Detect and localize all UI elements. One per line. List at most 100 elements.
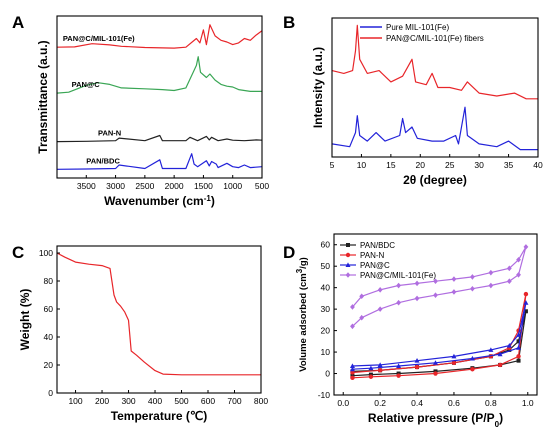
x-tick-label-b-2: 15 <box>386 160 396 170</box>
marker-d-1-1 <box>368 374 374 379</box>
x-tick-label-c-5: 600 <box>201 396 215 406</box>
marker-d-3-3 <box>396 299 401 306</box>
x-tick-label-c-2: 300 <box>121 396 135 406</box>
x-tick-label-d-2: 0.4 <box>411 398 423 408</box>
series-label-a-1: PAN@C <box>72 80 101 89</box>
marker-d-2-8 <box>516 332 522 337</box>
y-tick-label-c-4: 80 <box>44 276 54 286</box>
marker-d-1-7 <box>523 291 529 297</box>
panel-label-a: A <box>12 13 24 32</box>
x-tick-label-b-6: 35 <box>504 160 514 170</box>
y-axis-label-a: Transmittance (a.u.) <box>36 40 50 153</box>
x-tick-label-d-4: 0.8 <box>485 398 497 408</box>
marker-d-3-14 <box>488 269 494 276</box>
x-tick-label-c-0: 100 <box>68 396 82 406</box>
x-axis-label-b-part: 2θ (degree) <box>403 173 467 187</box>
y-tick-label-c-3: 60 <box>44 304 54 314</box>
y-tick-label-d-4: 30 <box>321 304 331 314</box>
y-axis-label-b-part: Intensity (a.u.) <box>311 47 325 128</box>
marker-d-2-12 <box>414 358 420 363</box>
marker-d-3-2 <box>377 306 383 312</box>
x-tick-label-a-4: 1500 <box>194 181 213 191</box>
legend-label-b-0: Pure MIL-101(Fe) <box>386 23 449 32</box>
legend-label-d-0: PAN/BDC <box>360 241 395 250</box>
series-label-a-2: PAN-N <box>98 129 121 138</box>
marker-d-3-0 <box>350 323 355 330</box>
x-tick-label-d-5: 1.0 <box>522 398 534 408</box>
y-axis-label-d: Volume adsorbed (cm3/g) <box>295 257 310 372</box>
series-line-b-0 <box>331 106 538 151</box>
series-line-d-2 <box>352 302 527 370</box>
marker-d-3-21 <box>359 293 365 300</box>
x-tick-label-a-1: 3000 <box>106 181 125 191</box>
plot-frame-a <box>56 15 263 179</box>
marker-d-1-14 <box>350 370 355 375</box>
series-label-a-0: PAN@C/MIL-101(Fe) <box>63 34 135 43</box>
series-line-c-0 <box>56 252 261 376</box>
series-line-a-0 <box>56 24 263 49</box>
legend-label-b-1: PAN@C/MIL-101(Fe) fibers <box>386 34 484 43</box>
x-tick-label-d-1: 0.2 <box>374 398 386 408</box>
y-axis-label-a-part: Transmittance (a.u.) <box>36 40 50 153</box>
marker-d-1-2 <box>396 373 401 378</box>
y-tick-label-c-1: 20 <box>44 360 54 370</box>
series-line-b-1 <box>331 24 538 100</box>
x-tick-label-d-3: 0.6 <box>448 398 460 408</box>
plot-frame-b <box>331 17 539 158</box>
y-tick-label-d-3: 20 <box>321 326 331 336</box>
marker-d-3-9 <box>506 278 512 285</box>
y-axis-label-b: Intensity (a.u.) <box>311 47 325 128</box>
marker-d-1-4 <box>470 367 475 372</box>
y-axis-label-c-part: Weight (%) <box>18 289 32 351</box>
panel-label-b: B <box>283 13 295 32</box>
x-tick-label-a-2: 2500 <box>135 181 154 191</box>
x-axis-label-d-part: Relative pressure (P/P <box>368 411 495 425</box>
marker-d-0-6 <box>516 358 521 363</box>
marker-d-0-8 <box>516 339 521 344</box>
marker-d-1-12 <box>414 364 420 370</box>
y-tick-label-d-1: 0 <box>325 369 330 379</box>
legend-label-d-3: PAN@C/MIL-101(Fe) <box>360 271 436 280</box>
x-tick-label-b-0: 5 <box>330 160 335 170</box>
marker-d-3-5 <box>433 292 438 298</box>
series-line-a-1 <box>56 56 262 94</box>
x-axis-label-b: 2θ (degree) <box>403 173 467 187</box>
marker-d-2-10 <box>488 347 494 352</box>
marker-d-1-3 <box>433 371 438 376</box>
legend-marker-d-0 <box>346 243 350 247</box>
x-tick-label-b-5: 30 <box>474 160 484 170</box>
y-tick-label-d-7: 60 <box>321 240 331 250</box>
x-tick-label-c-7: 800 <box>254 396 268 406</box>
marker-d-3-22 <box>350 304 355 310</box>
legend-marker-d-3 <box>345 272 351 278</box>
marker-d-2-11 <box>451 353 457 359</box>
panel-label-c: C <box>12 243 24 262</box>
y-tick-label-c-5: 100 <box>39 248 53 258</box>
y-axis-label-c: Weight (%) <box>18 289 32 351</box>
x-tick-label-a-0: 3500 <box>77 181 96 191</box>
marker-d-3-19 <box>396 282 401 289</box>
marker-d-3-6 <box>451 289 457 295</box>
marker-d-3-13 <box>506 265 512 272</box>
marker-d-1-11 <box>451 360 457 365</box>
legend-marker-d-1 <box>345 252 351 258</box>
legend-label-d-1: PAN-N <box>360 251 385 260</box>
marker-d-3-4 <box>414 295 420 302</box>
x-axis-label-d-part: 0 <box>495 420 500 429</box>
y-tick-label-d-0: -10 <box>318 390 331 400</box>
x-tick-label-c-3: 400 <box>148 396 162 406</box>
marker-d-2-7 <box>523 300 529 305</box>
x-tick-label-a-3: 2000 <box>165 181 184 191</box>
marker-d-1-5 <box>497 362 503 368</box>
marker-d-2-1 <box>368 365 374 371</box>
x-tick-label-a-6: 500 <box>255 181 269 191</box>
x-tick-label-a-5: 1000 <box>223 181 242 191</box>
panel-label-d: D <box>283 243 295 262</box>
marker-d-2-9 <box>506 343 512 348</box>
x-tick-label-b-3: 20 <box>416 160 426 170</box>
marker-d-3-18 <box>414 280 420 287</box>
marker-d-2-0 <box>349 366 355 372</box>
x-axis-label-d-part: ) <box>499 411 503 425</box>
marker-d-3-10 <box>516 271 521 278</box>
legend-marker-d-2 <box>345 262 351 267</box>
